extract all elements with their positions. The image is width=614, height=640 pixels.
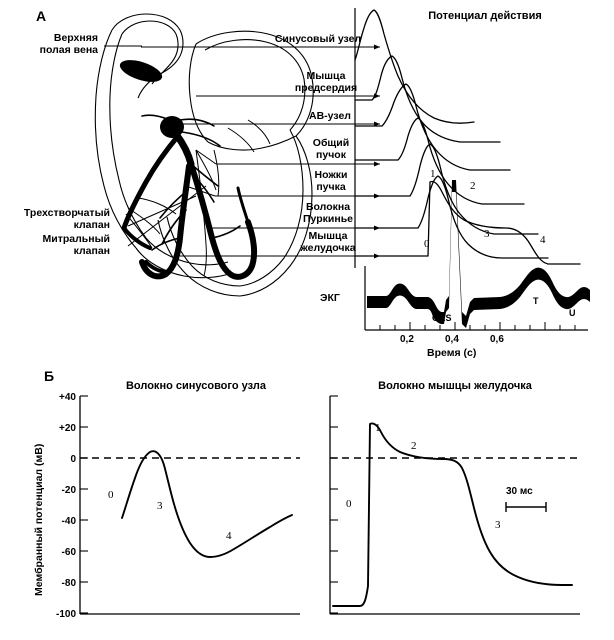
label-tricuspid-valve: Трехстворчатый клапан (23, 207, 110, 231)
phase-label-a-1: 1 (430, 168, 436, 180)
time-tick-0-2: 0,2 (400, 334, 414, 345)
sinus-node-marker (119, 60, 163, 82)
label-superior-vena-cava: Верхняя полая вена (39, 32, 98, 56)
y-tick-zero: 0 (70, 454, 76, 465)
chart-title-sinus-node-fiber: Волокно синусового узла (125, 380, 267, 392)
y-tick-plus-40: +40 (59, 392, 76, 403)
trace-atrial-muscle (354, 55, 501, 143)
trace-purkinje-fibers (354, 175, 549, 259)
y-tick-minus-60: -60 (61, 547, 76, 558)
phase-label-b-left-4: 4 (226, 530, 232, 542)
label-common-bundle: Общий пучок (312, 137, 350, 161)
sinus-node-fiber-curve (121, 450, 293, 558)
label-av-node: АВ-узел (309, 110, 351, 122)
trace-ventricular-muscle (354, 180, 581, 265)
ecg-wave-p: P (383, 297, 390, 307)
label-atrial-muscle: Мышца предсердия (294, 70, 358, 94)
phase-label-a-2: 2 (470, 180, 476, 192)
trace-bundle-branches (354, 143, 539, 235)
phase-label-b-left-3: 3 (157, 500, 163, 512)
time-tick-0-6: 0,6 (490, 334, 504, 345)
phase-label-a-0: 0 (424, 238, 430, 250)
label-purkinje-fibers: Волокна Пуркинье (302, 201, 353, 225)
phase-label-a-4: 4 (540, 234, 546, 246)
panel-b-letter: Б (44, 368, 55, 384)
label-bundle-branches: Ножки пучка (314, 169, 348, 193)
ecg-wave-qrs: ORS (432, 313, 452, 323)
y-tick-minus-40: -40 (61, 516, 76, 527)
phase-label-b-left-0: 0 (108, 489, 114, 501)
time-tick-0-4: 0,4 (445, 334, 459, 345)
ecg-label: ЭКГ (320, 292, 340, 304)
y-tick-minus-20: -20 (61, 485, 76, 496)
action-potential-title: Потенциал действия (428, 10, 542, 22)
label-ventricular-muscle: Мышца желудочка (300, 230, 356, 254)
label-sinus-node: Синусовый узел (274, 33, 362, 45)
ventricular-fiber-curve (332, 422, 573, 607)
trace-av-node (354, 83, 511, 171)
phase-label-a-3: 3 (484, 228, 490, 240)
time-axis-title: Время (с) (427, 347, 477, 359)
phase-label-b-right-0: 0 (346, 498, 352, 510)
trace-common-bundle (354, 117, 525, 205)
phase-label-b-right-1: 1 (375, 422, 381, 434)
y-tick-minus-100: -100 (55, 609, 76, 620)
ecg-wave-t: T (533, 296, 539, 306)
ecg-waveform (367, 180, 590, 328)
phase-label-b-right-2: 2 (411, 440, 417, 452)
membrane-potential-axis-label: Мембранный потенциал (мВ) (33, 443, 45, 596)
y-tick-minus-80: -80 (61, 578, 76, 589)
chart-title-ventricular-fiber: Волокно мышцы желудочка (378, 380, 532, 392)
scale-bar-label: 30 мс (506, 486, 533, 497)
phase-label-b-right-3: 3 (495, 519, 501, 531)
av-node-marker (160, 116, 184, 138)
y-tick-plus-20: +20 (59, 423, 76, 434)
ecg-wave-u: U (569, 308, 576, 318)
label-mitral-valve: Митральный клапан (42, 233, 111, 257)
panel-a-letter: А (36, 8, 47, 24)
trace-sinus-node (354, 9, 475, 124)
